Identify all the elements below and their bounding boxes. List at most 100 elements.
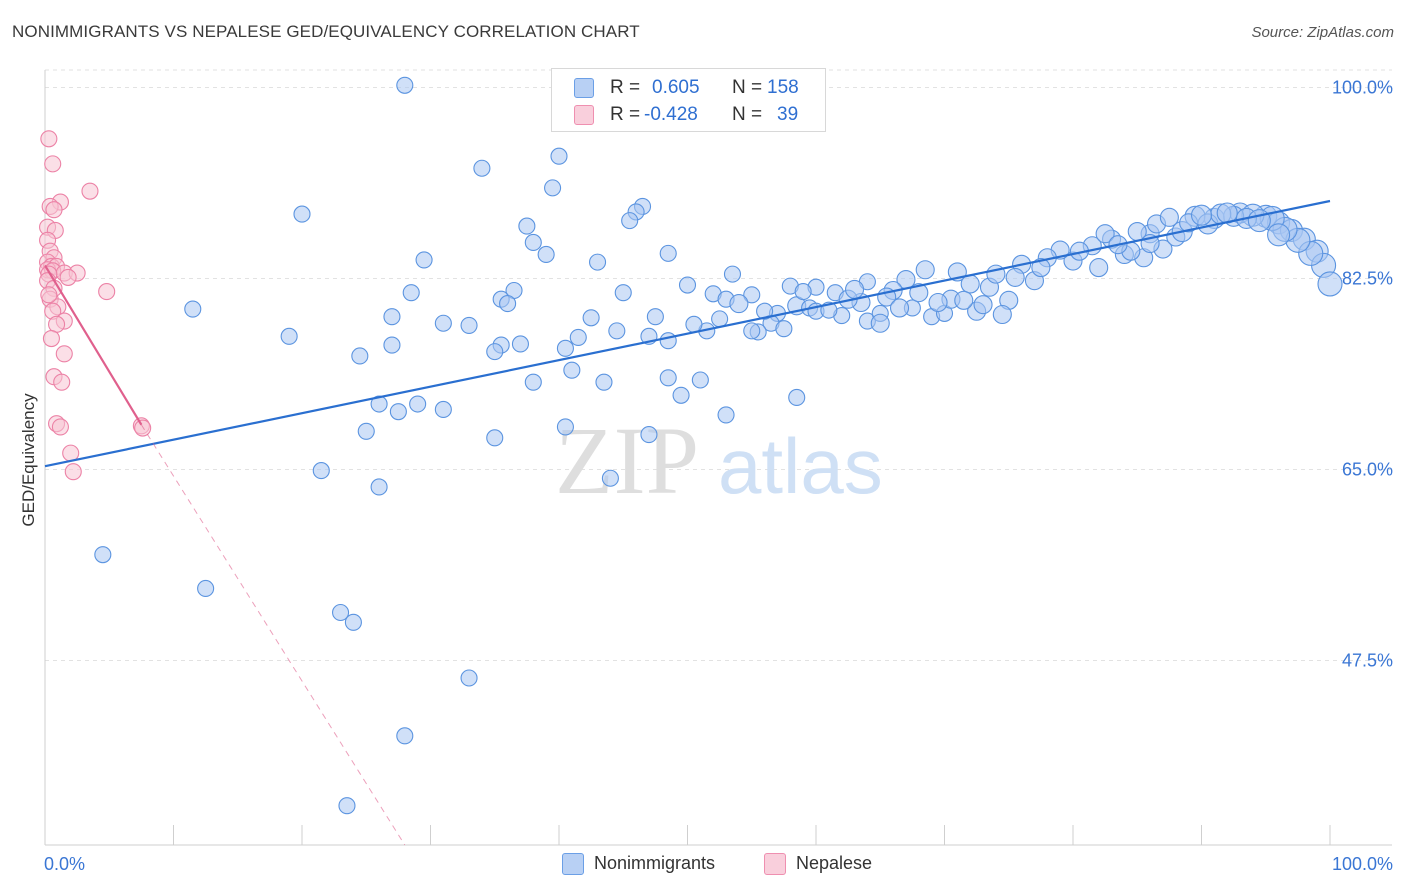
watermark-atlas: atlas bbox=[718, 422, 883, 510]
legend-r-value-blue: 0.605 bbox=[652, 77, 700, 98]
y-tick-label: 65.0% bbox=[1342, 460, 1393, 480]
nonimmigrants-point bbox=[293, 205, 311, 223]
nepalese-point bbox=[64, 463, 82, 481]
nepalese-point bbox=[45, 201, 63, 219]
bottom-legend-swatch-pink bbox=[764, 853, 786, 875]
bottom-legend-swatch-blue bbox=[562, 853, 584, 875]
nonimmigrants-point bbox=[396, 727, 414, 745]
nonimmigrants-point bbox=[889, 298, 910, 318]
nonimmigrants-point bbox=[1267, 223, 1291, 247]
legend-n-value-pink: 39 bbox=[777, 104, 799, 125]
nepalese-point bbox=[40, 130, 58, 148]
nepalese-point bbox=[44, 155, 62, 173]
nonimmigrants-point bbox=[659, 369, 677, 387]
nonimmigrants-point bbox=[915, 260, 935, 280]
nonimmigrants-point bbox=[351, 347, 369, 365]
nonimmigrants-point bbox=[595, 373, 613, 391]
nonimmigrants-point bbox=[1190, 204, 1213, 226]
nepalese-trend-extension bbox=[140, 424, 406, 846]
nepalese-points bbox=[39, 130, 152, 481]
nonimmigrants-trend-line bbox=[44, 199, 1331, 468]
nonimmigrants-point bbox=[524, 373, 542, 391]
nonimmigrants-point bbox=[711, 310, 729, 328]
bottom-legend-label: Nonimmigrants bbox=[594, 853, 716, 873]
nonimmigrants-point bbox=[550, 147, 568, 165]
nonimmigrants-point bbox=[1005, 267, 1025, 287]
nonimmigrants-point bbox=[640, 426, 658, 444]
nonimmigrants-point bbox=[717, 406, 735, 424]
nonimmigrants-point bbox=[569, 328, 587, 346]
nonimmigrants-point bbox=[383, 336, 401, 354]
watermark-zip: ZIP bbox=[555, 407, 699, 514]
nonimmigrants-point bbox=[389, 403, 407, 421]
nepalese-point bbox=[59, 268, 77, 286]
nonimmigrants-point bbox=[197, 579, 215, 598]
nonimmigrants-point bbox=[1095, 224, 1115, 244]
nonimmigrants-point bbox=[614, 284, 632, 302]
nonimmigrants-point bbox=[184, 300, 202, 318]
nonimmigrants-point bbox=[563, 361, 581, 379]
nonimmigrants-point bbox=[460, 669, 478, 687]
nepalese-trend-line bbox=[44, 264, 143, 426]
nonimmigrants-point bbox=[556, 339, 574, 357]
y-axis-label: GED/Equivalency bbox=[19, 393, 38, 527]
chart-title: NONIMMIGRANTS VS NEPALESE GED/EQUIVALENC… bbox=[12, 22, 640, 41]
nonimmigrants-point bbox=[582, 309, 600, 327]
grid-lines bbox=[45, 69, 1392, 662]
nepalese-point bbox=[51, 418, 69, 436]
nepalese-point bbox=[98, 283, 116, 301]
nonimmigrants-point bbox=[409, 395, 427, 413]
nonimmigrants-point bbox=[870, 313, 890, 333]
nonimmigrants-point bbox=[678, 276, 697, 294]
nonimmigrants-point bbox=[659, 332, 677, 350]
nonimmigrants-point bbox=[344, 613, 362, 631]
source-label: Source: ZipAtlas.com bbox=[1251, 24, 1394, 41]
nepalese-point bbox=[55, 345, 73, 363]
nonimmigrants-point bbox=[331, 603, 350, 622]
axes bbox=[44, 70, 1392, 846]
nonimmigrants-point bbox=[685, 315, 703, 333]
nonimmigrants-point bbox=[524, 233, 542, 252]
nonimmigrants-point bbox=[992, 304, 1012, 325]
nonimmigrants-point bbox=[672, 386, 690, 404]
nonimmigrants-point bbox=[486, 429, 504, 447]
nonimmigrants-point bbox=[473, 159, 491, 177]
nonimmigrants-points bbox=[94, 76, 1343, 815]
nonimmigrants-point bbox=[402, 284, 420, 302]
nonimmigrants-point bbox=[434, 400, 452, 419]
legend-r-value-pink: -0.428 bbox=[644, 104, 698, 125]
legend-n-label: N = bbox=[732, 77, 763, 98]
nonimmigrants-point bbox=[460, 316, 478, 334]
nepalese-point bbox=[134, 419, 152, 437]
nonimmigrants-point bbox=[723, 265, 742, 283]
nonimmigrants-point bbox=[338, 797, 356, 815]
nonimmigrants-point bbox=[788, 388, 806, 407]
nonimmigrants-point bbox=[518, 217, 536, 235]
nonimmigrants-point bbox=[743, 322, 761, 340]
nepalese-point bbox=[42, 329, 60, 348]
nonimmigrants-point bbox=[621, 212, 639, 230]
nonimmigrants-point bbox=[434, 314, 452, 332]
nonimmigrants-point bbox=[1317, 271, 1343, 297]
nonimmigrants-point bbox=[646, 308, 664, 326]
x-tick-label: 0.0% bbox=[44, 854, 85, 874]
correlation-legend: R = 0.605 N = 158 R = -0.428 N = 39 bbox=[551, 68, 826, 132]
nonimmigrants-point bbox=[659, 244, 677, 262]
nonimmigrants-point bbox=[280, 327, 298, 345]
nonimmigrants-point bbox=[486, 343, 504, 361]
nonimmigrants-point bbox=[396, 76, 414, 94]
nonimmigrants-point bbox=[357, 422, 375, 440]
nonimmigrants-point bbox=[743, 286, 761, 304]
legend-r-label: R = bbox=[610, 104, 641, 125]
nonimmigrants-point bbox=[756, 302, 774, 320]
y-tick-label: 100.0% bbox=[1332, 77, 1393, 97]
nonimmigrants-point bbox=[973, 295, 993, 315]
nonimmigrants-point bbox=[499, 295, 517, 313]
nonimmigrants-point bbox=[844, 279, 865, 299]
y-tick-label: 47.5% bbox=[1342, 651, 1393, 671]
nonimmigrants-point bbox=[415, 251, 433, 269]
bottom-legend-label: Nepalese bbox=[796, 853, 873, 873]
nonimmigrants-point bbox=[383, 308, 401, 326]
nonimmigrants-point bbox=[544, 179, 562, 197]
